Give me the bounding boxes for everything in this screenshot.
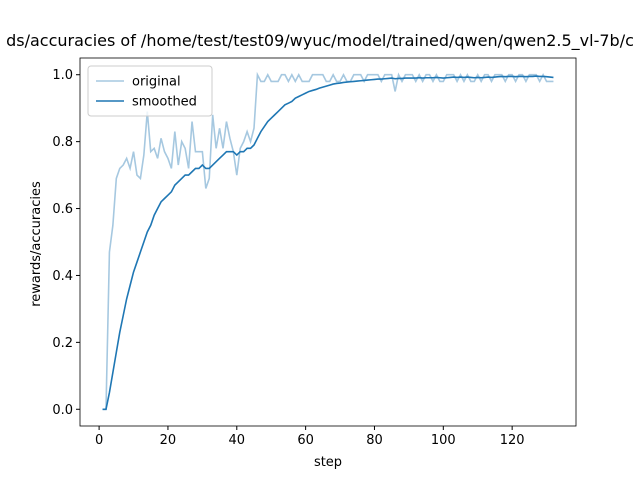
y-tick-label: 1.0	[52, 68, 73, 83]
y-tick-label: 0.6	[52, 202, 73, 217]
x-tick-label: 100	[431, 433, 456, 448]
y-axis-label: rewards/accuracies	[29, 181, 44, 307]
legend-box	[87, 65, 213, 117]
x-tick-label: 20	[160, 433, 177, 448]
legend-label: smoothed	[132, 95, 197, 110]
x-tick-label: 40	[229, 433, 246, 448]
line-series	[102, 71, 554, 411]
x-axis-label: step	[314, 455, 342, 470]
y-tick-label: 0.0	[52, 403, 73, 418]
legend-label: original	[132, 75, 181, 90]
y-tick-label: 0.2	[52, 336, 73, 351]
x-tick-label: 60	[297, 433, 314, 448]
plot-frame	[79, 57, 577, 427]
line-series	[102, 75, 554, 411]
x-tick-label: 80	[366, 433, 383, 448]
y-tick-label: 0.4	[52, 269, 73, 284]
x-tick-label: 120	[500, 433, 525, 448]
chart-title: ds/accuracies of /home/test/test09/wyuc/…	[6, 31, 634, 51]
y-tick-label: 0.8	[52, 135, 73, 150]
x-tick-label: 0	[95, 433, 103, 448]
